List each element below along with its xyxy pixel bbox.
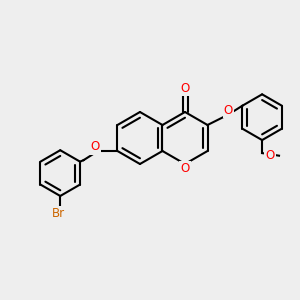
Text: O: O — [90, 140, 100, 154]
Text: O: O — [224, 104, 233, 117]
Text: Br: Br — [52, 208, 65, 220]
Text: O: O — [180, 163, 190, 176]
Text: O: O — [180, 82, 190, 95]
Text: O: O — [266, 148, 275, 162]
